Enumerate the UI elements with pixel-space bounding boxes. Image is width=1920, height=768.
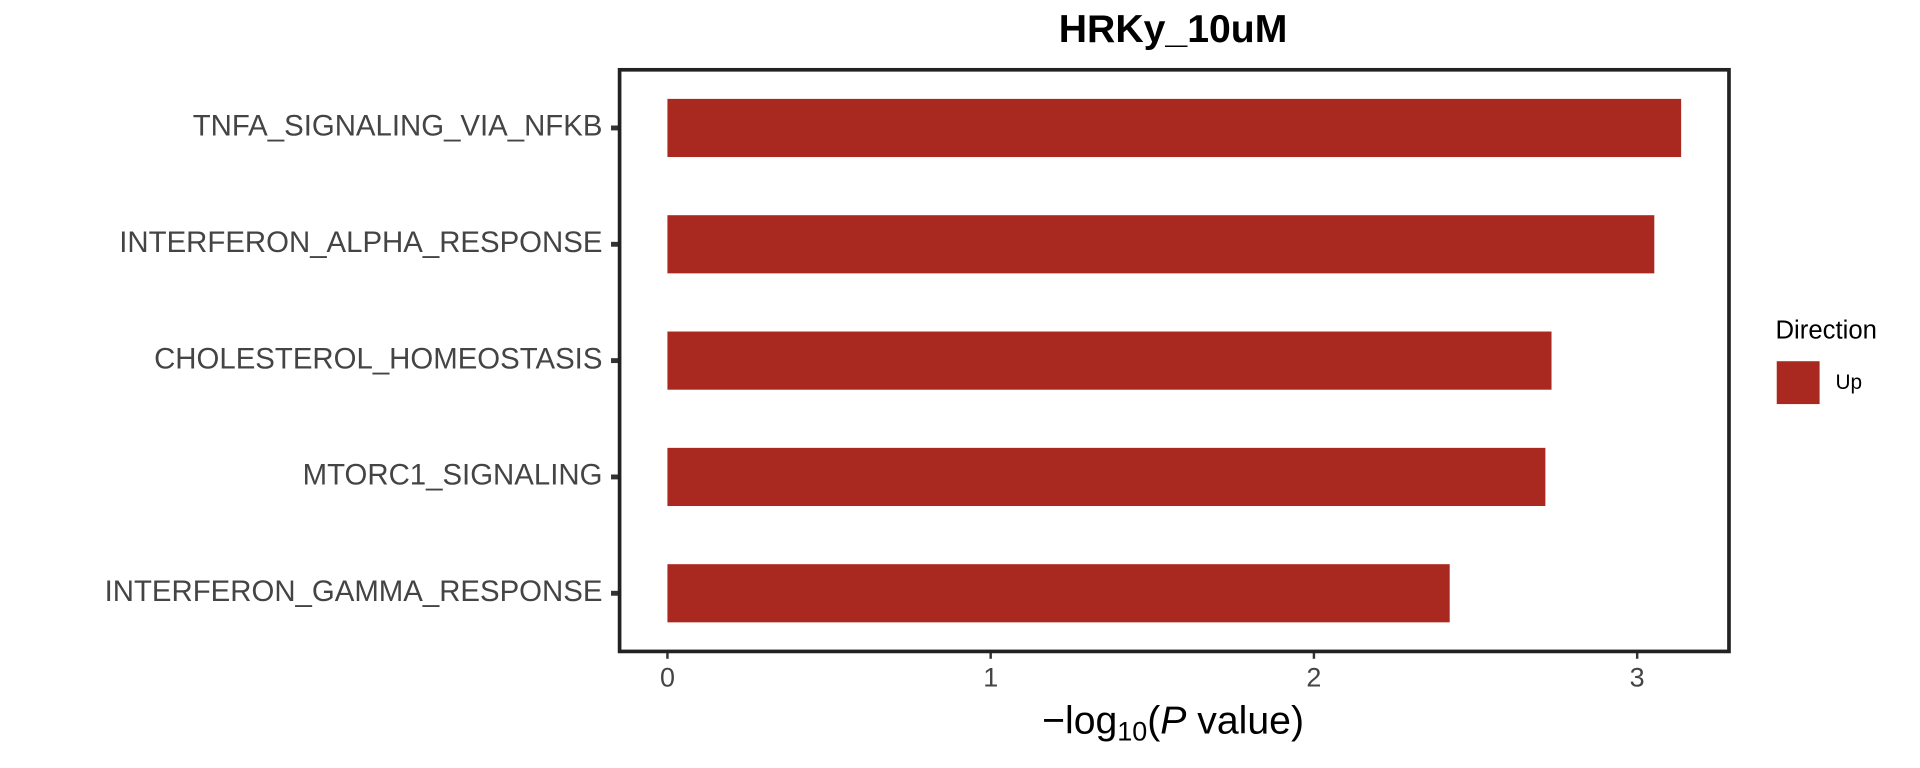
x-label-part: ( (1147, 700, 1160, 743)
y-tick-label: INTERFERON_GAMMA_RESPONSE (105, 575, 603, 608)
legend-title: Direction (1776, 317, 1877, 345)
x-label-part: 10 (1117, 717, 1147, 747)
y-tick-label: INTERFERON_ALPHA_RESPONSE (119, 226, 602, 259)
x-tick-label: 0 (660, 663, 675, 693)
y-tick-label: MTORC1_SIGNALING (303, 459, 603, 492)
bar (667, 447, 1546, 507)
chart-title: HRKy_10uM (1059, 8, 1288, 51)
bar (667, 215, 1655, 274)
legend-label: Up (1836, 371, 1863, 394)
y-tick-label: CHOLESTEROL_HOMEOSTASIS (154, 342, 602, 375)
bar (667, 564, 1450, 623)
x-label-part: value) (1186, 700, 1304, 743)
x-tick-label: 3 (1630, 663, 1645, 693)
x-label-part: − (1042, 700, 1065, 743)
plot-frame (617, 67, 1731, 654)
x-label-part: log (1065, 700, 1117, 743)
x-tick-label: 2 (1306, 663, 1321, 693)
legend-swatch (1776, 361, 1820, 405)
x-tick-label: 1 (983, 663, 998, 693)
bar (667, 331, 1552, 390)
y-tick-label: TNFA_SIGNALING_VIA_NFKB (193, 110, 603, 143)
x-axis-label: −log10(P value) (1042, 700, 1304, 747)
x-label-part: P (1160, 700, 1186, 743)
bar (667, 98, 1682, 158)
